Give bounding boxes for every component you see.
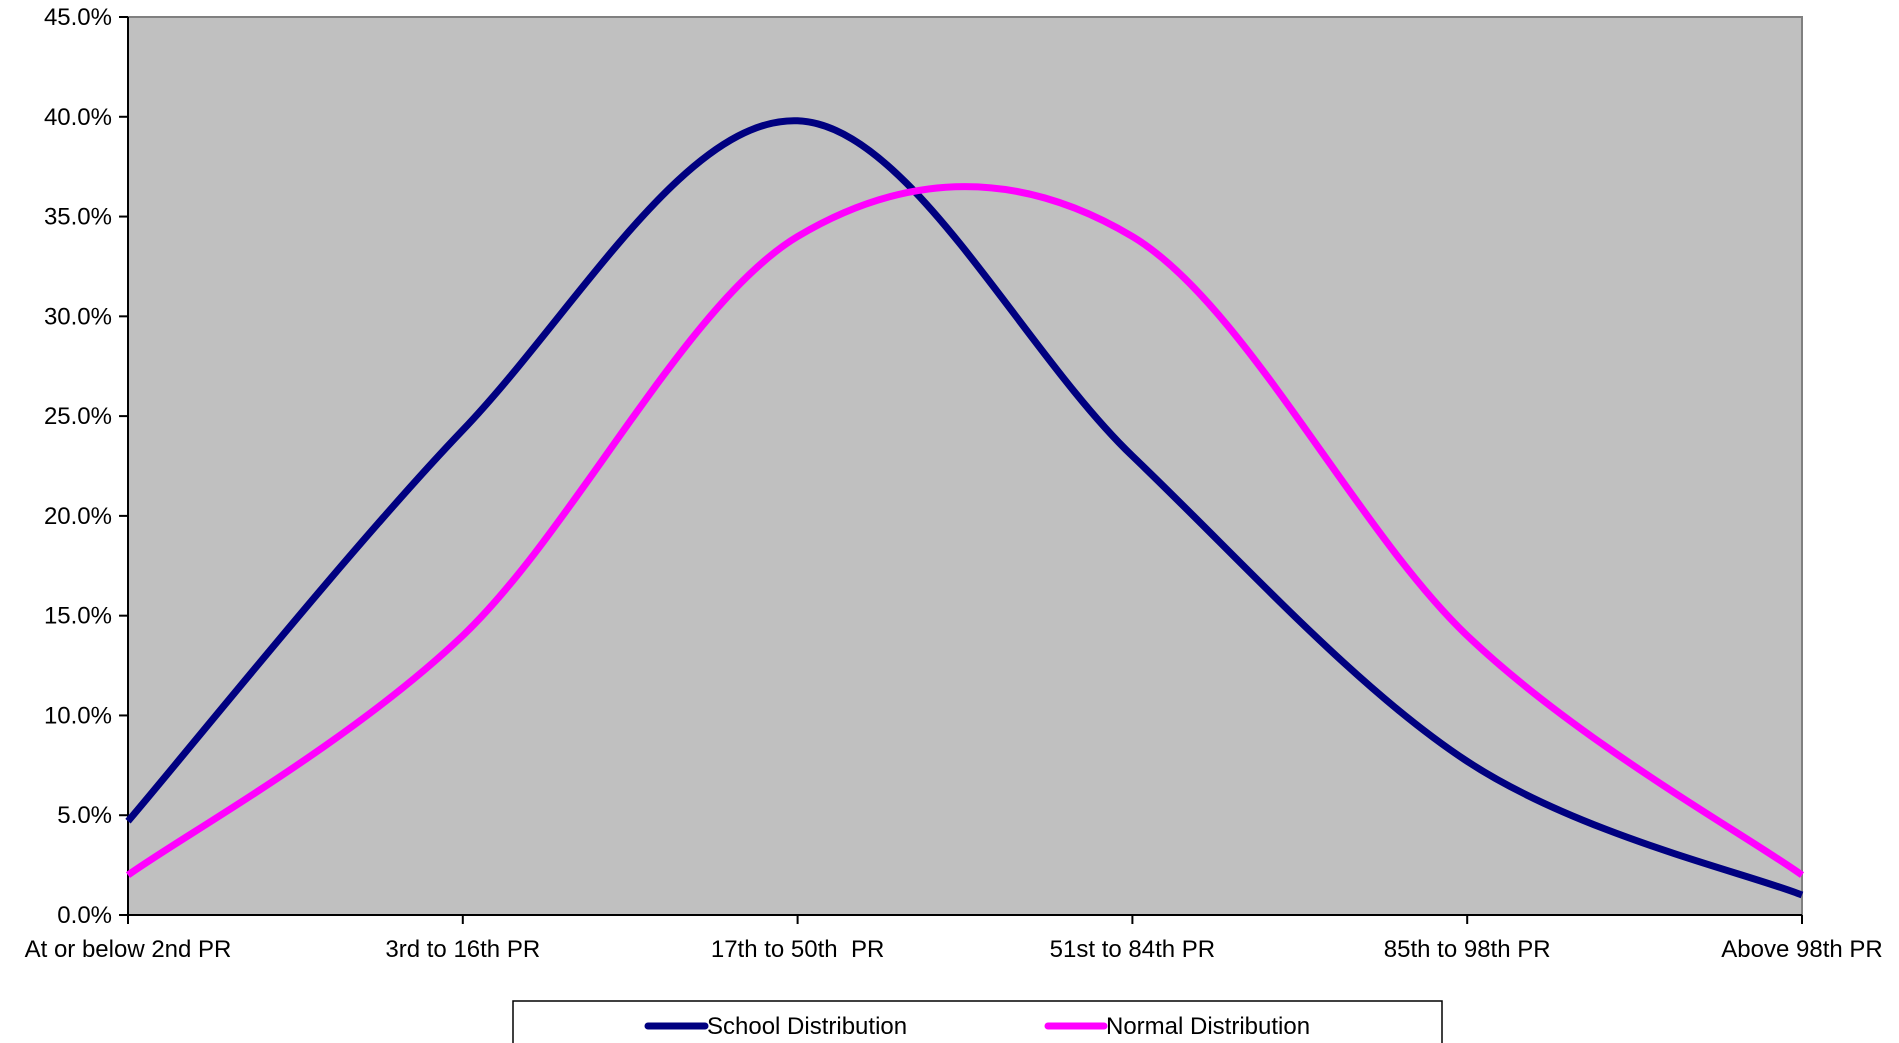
y-tick-label: 30.0%: [44, 303, 112, 330]
y-tick-label: 5.0%: [57, 802, 112, 829]
legend: School Distribution Normal Distribution: [513, 1001, 1442, 1043]
x-tick-label: Above 98th PR: [1721, 936, 1882, 963]
plot-area: [128, 17, 1802, 915]
y-tick-label: 10.0%: [44, 702, 112, 729]
legend-label-school: School Distribution: [707, 1013, 907, 1040]
y-tick-label: 15.0%: [44, 603, 112, 630]
y-tick-label: 0.0%: [57, 902, 112, 929]
x-tick-label: 3rd to 16th PR: [385, 936, 540, 963]
y-tick-label: 40.0%: [44, 104, 112, 131]
y-tick-label: 25.0%: [44, 403, 112, 430]
x-tick-label: 51st to 84th PR: [1050, 936, 1215, 963]
legend-label-normal: Normal Distribution: [1106, 1013, 1310, 1040]
y-tick-label: 20.0%: [44, 503, 112, 530]
x-ticks: At or below 2nd PR 3rd to 16th PR 17th to …: [25, 915, 1883, 963]
y-tick-label: 35.0%: [44, 204, 112, 231]
x-tick-label: At or below 2nd PR: [25, 936, 232, 963]
y-ticks: 0.0% 5.0% 10.0% 15.0% 20.0% 25.0% 30.0% 35.0% 40…: [44, 4, 128, 929]
y-tick-label: 45.0%: [44, 4, 112, 31]
x-tick-label: 85th to 98th PR: [1384, 936, 1551, 963]
x-tick-label: 17th to 50th PR: [711, 936, 884, 963]
